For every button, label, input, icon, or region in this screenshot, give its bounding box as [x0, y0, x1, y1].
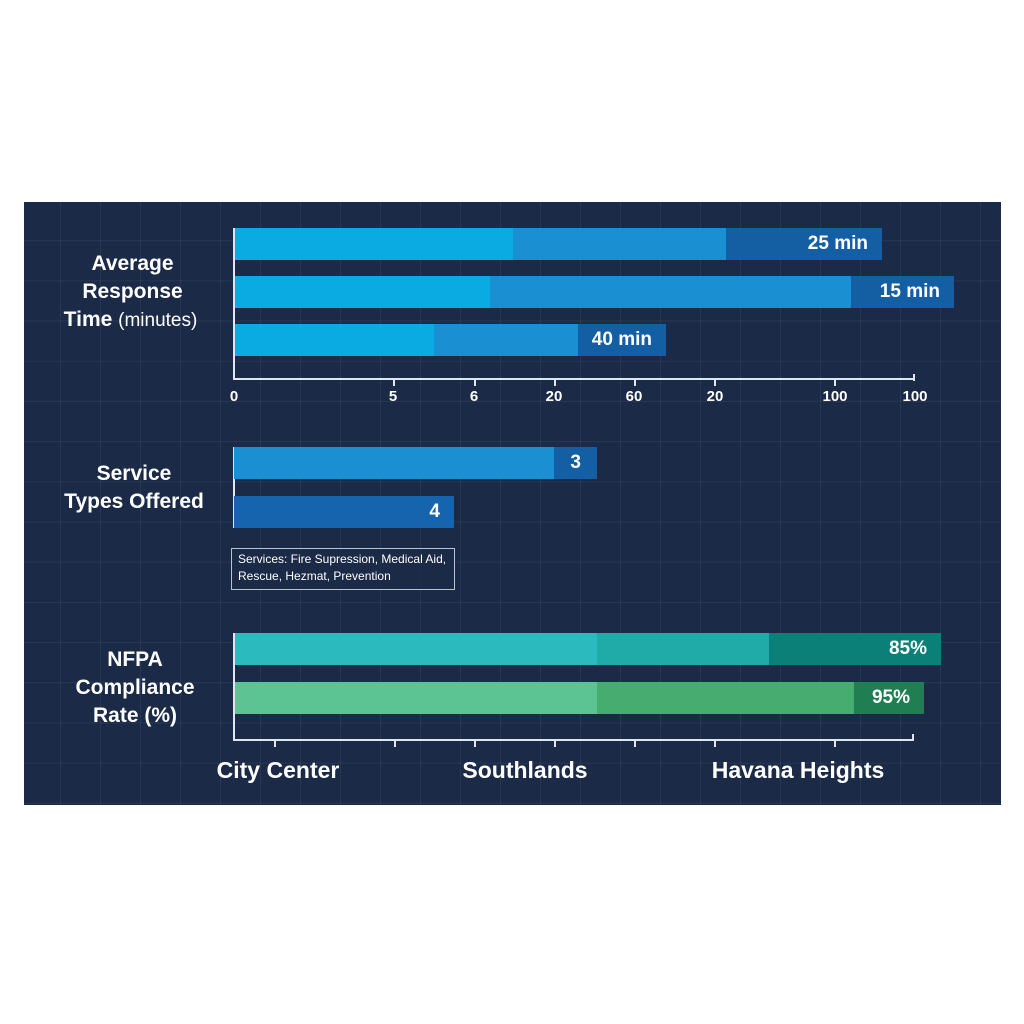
nfpa-compliance-label: NFPA Compliance Rate (%) — [60, 646, 210, 730]
tick — [634, 379, 636, 386]
label-line: Response — [82, 280, 183, 303]
bar-value-label: 95% — [871, 687, 910, 708]
nfpa-y-axis — [233, 633, 235, 741]
x-tick-label: 60 — [625, 388, 643, 405]
tick — [913, 374, 915, 381]
tick — [474, 740, 476, 747]
response-bar-southlands[interactable]: 15 min — [234, 276, 954, 308]
response-x-axis — [233, 378, 915, 380]
bar-value-label: 4 — [429, 501, 440, 522]
services-y-axis — [233, 447, 235, 528]
tick — [634, 740, 636, 747]
services-bar-southlands[interactable]: 4 — [234, 496, 454, 528]
tick — [393, 379, 395, 386]
label-line: Average — [91, 252, 174, 275]
label-line: Types Offered — [64, 490, 204, 513]
tick — [474, 379, 476, 386]
bar-value-label: 25 min — [807, 233, 868, 254]
services-annotation: Services: Fire Supression, Medical Aid, … — [231, 548, 455, 590]
response-bar-havana-heights[interactable]: 40 min — [234, 324, 666, 356]
label-line: NFPA — [107, 648, 163, 671]
tick — [554, 740, 556, 747]
nfpa-x-axis — [233, 739, 914, 741]
tick — [274, 740, 276, 747]
note-line: Rescue, Hezmat, Prevention — [238, 569, 391, 583]
x-tick-label: 100 — [902, 388, 928, 405]
response-bar-city-center[interactable]: 25 min — [234, 228, 882, 260]
label-line: Time (minutes) — [56, 306, 205, 335]
nfpa-bar-southlands[interactable]: 95% — [234, 682, 924, 714]
x-tick-label: 6 — [469, 388, 479, 405]
tick — [554, 379, 556, 386]
category-label-havana-heights: Havana Heights — [711, 757, 885, 783]
x-tick-label: 100 — [822, 388, 848, 405]
bar-value-label: 15 min — [879, 281, 940, 302]
label-unit: (minutes) — [118, 310, 198, 331]
label-bold: Time — [63, 308, 113, 331]
tick — [912, 734, 914, 741]
label-line: Service — [96, 462, 172, 485]
tick — [834, 740, 836, 747]
x-tick-label: 5 — [388, 388, 398, 405]
services-bar-city-center[interactable]: 3 — [234, 447, 597, 479]
service-types-label: Service Types Offered — [40, 460, 228, 516]
label-line: Rate (%) — [92, 704, 177, 727]
category-label-southlands: Southlands — [462, 757, 588, 783]
response-y-axis — [233, 228, 235, 380]
tick — [714, 740, 716, 747]
x-tick-label: 0 — [229, 388, 239, 405]
bar-value-label: 3 — [570, 452, 581, 473]
nfpa-bar-city-center[interactable]: 85% — [234, 633, 941, 665]
tick — [714, 379, 716, 386]
bar-value-label: 40 min — [591, 329, 652, 350]
note-line: Services: Fire Supression, Medical Aid, — [238, 552, 447, 566]
x-tick-label: 20 — [706, 388, 724, 405]
x-tick-label: 20 — [545, 388, 563, 405]
tick — [394, 740, 396, 747]
label-line: Compliance — [75, 676, 195, 699]
tick — [834, 379, 836, 386]
response-time-label: Average Response Time (minutes) — [60, 250, 205, 335]
bar-value-label: 85% — [888, 638, 927, 659]
category-label-city-center: City Center — [216, 757, 340, 783]
